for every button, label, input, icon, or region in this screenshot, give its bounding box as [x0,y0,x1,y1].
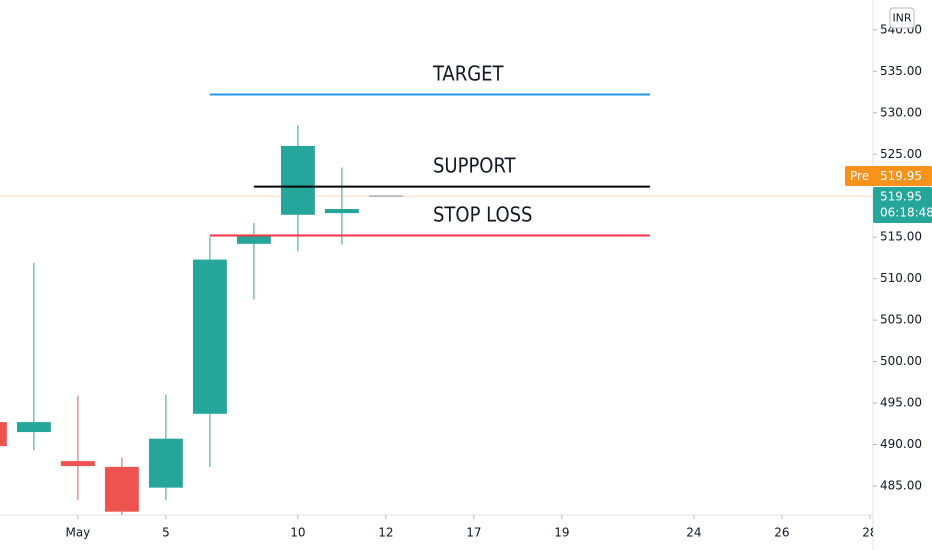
x-tick-label: 10 [290,526,305,540]
candle-body [324,208,359,214]
y-tick-label: 535.00 [880,64,922,78]
x-tick-label: 24 [686,526,701,540]
last-price-tag: 519.95 06:18:48 [873,187,932,223]
countdown: 06:18:48 [880,206,932,220]
level-label: TARGET [432,62,505,86]
x-tick-label: 12 [378,526,393,540]
candle-body [16,422,51,433]
x-tick-label: 19 [554,526,569,540]
last-price-bg [873,187,932,223]
premarket-tag-bg [845,166,932,186]
premarket-tag-label: Pre [850,169,869,183]
plot: TARGET SUPPORT STOP LOSS [0,62,873,515]
x-tick-label: 5 [162,526,170,540]
y-tick-label: 495.00 [880,396,922,410]
premarket-tag-value: 519.95 [880,169,922,183]
y-tick-label: 505.00 [880,313,922,327]
level-label: STOP LOSS [433,203,532,227]
candle-body [104,466,139,512]
y-tick-label: 515.00 [880,230,922,244]
candle-body [236,234,271,244]
candle-body [280,145,315,215]
y-tick-label: 525.00 [880,147,922,161]
last-price-value: 519.95 [880,190,922,204]
premarket-tag: Pre 519.95 [845,166,932,186]
currency-box[interactable] [889,7,915,29]
y-tick-label: 485.00 [880,478,922,492]
y-axis: 540.00535.00530.00525.00520.00515.00510.… [873,22,922,492]
x-axis: May 5 10 12 17 19 24 26 28 [65,515,877,540]
candle-body [148,438,183,488]
x-tick-label: May [65,526,90,540]
candle-body [192,259,227,414]
x-tick-label: 28 [862,526,877,540]
candle-body [0,422,7,447]
x-tick-label: 17 [466,526,481,540]
y-tick-label: 510.00 [880,271,922,285]
currency[interactable]: INR [892,12,911,25]
y-tick-label: 530.00 [880,105,922,119]
x-tick-label: 26 [774,526,789,540]
candle-body [60,461,95,467]
level-label: SUPPORT [433,154,517,178]
y-tick-label: 500.00 [880,354,922,368]
y-tick-label: 490.00 [880,437,922,451]
